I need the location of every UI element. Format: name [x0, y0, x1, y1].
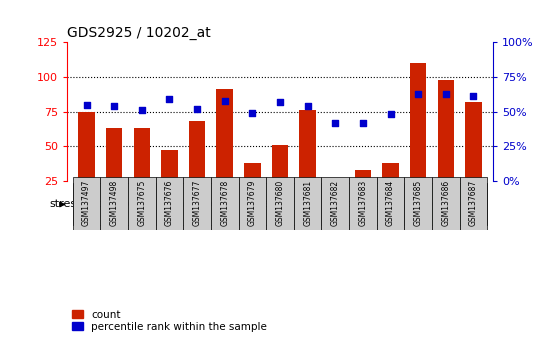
Text: GSM137677: GSM137677 [193, 180, 202, 226]
Bar [128, 177, 156, 230]
Text: GSM137680: GSM137680 [276, 180, 284, 226]
Text: GSM137675: GSM137675 [137, 180, 146, 226]
Bar [354, 170, 371, 181]
Bar [404, 177, 432, 230]
Bar [73, 183, 156, 225]
Bar [156, 183, 239, 225]
Bar [410, 63, 427, 181]
Bar [465, 102, 482, 181]
Bar [294, 177, 321, 230]
Point [276, 99, 284, 105]
Point [469, 93, 478, 99]
Bar [272, 145, 288, 181]
Text: GSM137682: GSM137682 [331, 180, 340, 226]
Bar [100, 177, 128, 230]
Text: control: control [96, 199, 132, 210]
Text: benzoate: benzoate [256, 199, 304, 210]
Bar [216, 90, 233, 181]
Point [193, 106, 202, 112]
Bar [156, 177, 183, 230]
Text: GSM137676: GSM137676 [165, 180, 174, 226]
Text: acetate: acetate [178, 199, 217, 210]
Text: GSM137498: GSM137498 [110, 180, 119, 226]
Bar [377, 177, 404, 230]
Point [110, 103, 119, 109]
Bar [432, 177, 460, 230]
Text: GSM137679: GSM137679 [248, 180, 257, 226]
Bar [133, 128, 150, 181]
Text: GSM137683: GSM137683 [358, 180, 367, 226]
Bar [321, 183, 404, 225]
Text: GSM137687: GSM137687 [469, 180, 478, 226]
Point [386, 112, 395, 117]
Text: sorbate: sorbate [426, 199, 466, 210]
Bar [349, 177, 377, 230]
Point [248, 110, 257, 116]
Bar [73, 177, 100, 230]
Text: GSM137684: GSM137684 [386, 180, 395, 226]
Bar [300, 110, 316, 181]
Point [441, 91, 450, 96]
Text: GSM137678: GSM137678 [220, 180, 229, 226]
Bar [106, 128, 123, 181]
Text: GSM137681: GSM137681 [303, 180, 312, 226]
Point [331, 120, 340, 126]
Bar [266, 177, 294, 230]
Point [137, 107, 146, 113]
Bar [161, 150, 178, 181]
Bar [382, 163, 399, 181]
Point [358, 120, 367, 126]
Text: GSM137497: GSM137497 [82, 180, 91, 226]
Text: GDS2925 / 10202_at: GDS2925 / 10202_at [67, 26, 211, 40]
Bar [239, 177, 266, 230]
Bar [404, 183, 487, 225]
Text: GSM137686: GSM137686 [441, 180, 450, 226]
Bar [437, 80, 454, 181]
Text: propionate: propionate [334, 199, 391, 210]
Text: stress: stress [49, 199, 82, 210]
Bar [183, 177, 211, 230]
Text: GSM137685: GSM137685 [414, 180, 423, 226]
Bar [78, 112, 95, 181]
Bar [189, 121, 206, 181]
Bar [460, 177, 487, 230]
Bar [244, 163, 260, 181]
Bar [211, 177, 239, 230]
Point [220, 98, 229, 103]
Legend: count, percentile rank within the sample: count, percentile rank within the sample [72, 310, 267, 332]
Bar [321, 177, 349, 230]
Bar [239, 183, 321, 225]
Point [414, 91, 423, 96]
Point [303, 103, 312, 109]
Point [165, 96, 174, 102]
Point [82, 102, 91, 108]
